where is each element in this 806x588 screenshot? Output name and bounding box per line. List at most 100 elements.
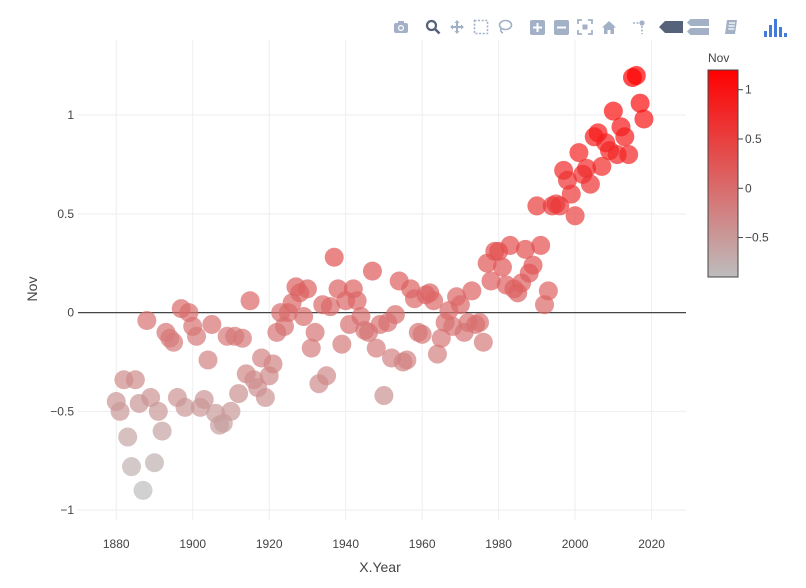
- data-point[interactable]: [148, 401, 168, 421]
- data-point[interactable]: [362, 261, 382, 281]
- colorbar-gradient: [707, 69, 739, 278]
- data-point[interactable]: [500, 235, 520, 255]
- data-point[interactable]: [175, 397, 195, 417]
- x-tick-label: 1940: [332, 537, 359, 551]
- data-point[interactable]: [320, 297, 340, 317]
- data-point[interactable]: [427, 344, 447, 364]
- data-point[interactable]: [202, 314, 222, 334]
- data-point[interactable]: [305, 322, 325, 342]
- y-tick-label: 0: [67, 306, 74, 320]
- data-point[interactable]: [255, 388, 275, 408]
- colorbar-tick-label: 0: [745, 181, 752, 195]
- data-point[interactable]: [450, 295, 470, 315]
- data-point[interactable]: [492, 257, 512, 277]
- pan-icon[interactable]: [446, 14, 468, 40]
- data-point[interactable]: [240, 291, 260, 311]
- data-point[interactable]: [634, 109, 654, 129]
- colorbar-tick-label: 1: [745, 83, 752, 97]
- data-point[interactable]: [144, 453, 164, 473]
- data-point[interactable]: [229, 384, 249, 404]
- data-point[interactable]: [232, 328, 252, 348]
- data-point[interactable]: [198, 350, 218, 370]
- data-point[interactable]: [569, 143, 589, 163]
- autoscale-icon[interactable]: [574, 14, 596, 40]
- hover-compare-icon[interactable]: [686, 14, 710, 40]
- data-point[interactable]: [194, 390, 214, 410]
- data-point[interactable]: [263, 354, 283, 374]
- zoom-icon[interactable]: [422, 14, 444, 40]
- data-point[interactable]: [317, 366, 337, 386]
- data-point[interactable]: [187, 326, 207, 346]
- data-point[interactable]: [294, 307, 314, 327]
- x-tick-label: 1980: [485, 537, 512, 551]
- data-point[interactable]: [366, 338, 386, 358]
- data-point[interactable]: [118, 427, 138, 447]
- spike-lines-icon[interactable]: [628, 14, 650, 40]
- data-point[interactable]: [523, 255, 543, 275]
- box-select-icon[interactable]: [470, 14, 492, 40]
- x-tick-label: 2020: [638, 537, 665, 551]
- data-point[interactable]: [347, 291, 367, 311]
- colorbar-tick-label: 0.5: [745, 132, 762, 146]
- y-tick-label: 0.5: [57, 207, 74, 221]
- data-point[interactable]: [324, 247, 344, 267]
- camera-icon[interactable]: [390, 14, 412, 40]
- data-point[interactable]: [531, 235, 551, 255]
- data-point[interactable]: [221, 401, 241, 421]
- data-point[interactable]: [110, 401, 130, 421]
- plotly-logo-icon[interactable]: [762, 14, 790, 40]
- x-tick-label: 1960: [409, 537, 436, 551]
- data-point[interactable]: [462, 281, 482, 301]
- data-point[interactable]: [125, 370, 145, 390]
- zoom-out-icon[interactable]: [550, 14, 572, 40]
- data-point[interactable]: [580, 174, 600, 194]
- x-axis-title: X.Year: [359, 559, 401, 575]
- y-tick-label: 1: [67, 108, 74, 122]
- hover-closest-icon[interactable]: [658, 14, 684, 40]
- data-point[interactable]: [561, 184, 581, 204]
- colorbar-title: Nov: [708, 51, 729, 65]
- reset-axes-icon[interactable]: [598, 14, 620, 40]
- data-point[interactable]: [133, 480, 153, 500]
- data-point[interactable]: [164, 332, 184, 352]
- data-point[interactable]: [374, 386, 394, 406]
- data-point[interactable]: [412, 324, 432, 344]
- data-point[interactable]: [141, 388, 161, 408]
- data-point[interactable]: [152, 421, 172, 441]
- data-point[interactable]: [470, 312, 490, 332]
- data-point[interactable]: [332, 334, 352, 354]
- x-tick-label: 2000: [562, 537, 589, 551]
- data-point[interactable]: [424, 291, 444, 311]
- data-point[interactable]: [527, 196, 547, 216]
- data-point[interactable]: [603, 101, 623, 121]
- data-point[interactable]: [550, 196, 570, 216]
- colorbar: Nov 1 0.5 0 −0.5: [707, 51, 769, 278]
- data-point[interactable]: [577, 158, 597, 178]
- x-axis-ticks: 1880 1900 1920 1940 1960 1980 2000 2020: [103, 537, 665, 551]
- data-point[interactable]: [538, 281, 558, 301]
- data-points[interactable]: [106, 66, 654, 500]
- x-tick-label: 1920: [256, 537, 283, 551]
- lasso-select-icon[interactable]: [494, 14, 516, 40]
- data-point[interactable]: [565, 206, 585, 226]
- edit-chart-icon[interactable]: [720, 14, 742, 40]
- data-point[interactable]: [137, 310, 157, 330]
- data-point[interactable]: [615, 127, 635, 147]
- x-tick-label: 1900: [179, 537, 206, 551]
- data-point[interactable]: [297, 279, 317, 299]
- data-point[interactable]: [630, 93, 650, 113]
- y-tick-label: −1: [60, 503, 74, 517]
- zoom-in-icon[interactable]: [526, 14, 548, 40]
- data-point[interactable]: [481, 271, 501, 291]
- data-point[interactable]: [431, 328, 451, 348]
- data-point[interactable]: [473, 332, 493, 352]
- y-tick-label: −0.5: [50, 404, 74, 418]
- data-point[interactable]: [619, 145, 639, 165]
- data-point[interactable]: [301, 338, 321, 358]
- data-point[interactable]: [385, 305, 405, 325]
- data-point[interactable]: [592, 156, 612, 176]
- data-point[interactable]: [515, 239, 535, 259]
- data-point[interactable]: [626, 66, 646, 86]
- data-point[interactable]: [397, 350, 417, 370]
- data-point[interactable]: [122, 457, 142, 477]
